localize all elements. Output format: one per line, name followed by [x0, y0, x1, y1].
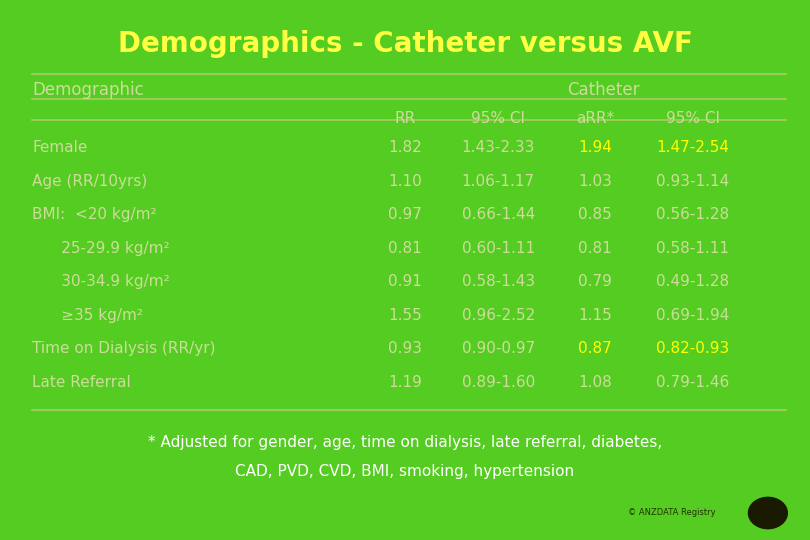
Text: 0.56-1.28: 0.56-1.28 — [656, 207, 729, 222]
Text: 0.85: 0.85 — [578, 207, 612, 222]
Text: 0.69-1.94: 0.69-1.94 — [656, 308, 729, 323]
Text: Late Referral: Late Referral — [32, 375, 131, 390]
Text: 0.97: 0.97 — [388, 207, 422, 222]
Text: 30-34.9 kg/m²: 30-34.9 kg/m² — [32, 274, 170, 289]
Text: 1.94: 1.94 — [578, 140, 612, 156]
Text: 0.60-1.11: 0.60-1.11 — [462, 241, 535, 256]
Text: © ANZDATA Registry: © ANZDATA Registry — [628, 508, 715, 517]
Text: CAD, PVD, CVD, BMI, smoking, hypertension: CAD, PVD, CVD, BMI, smoking, hypertensio… — [236, 464, 574, 480]
Text: 1.15: 1.15 — [578, 308, 612, 323]
Text: 0.49-1.28: 0.49-1.28 — [656, 274, 729, 289]
Text: 1.55: 1.55 — [388, 308, 422, 323]
Text: 0.93: 0.93 — [388, 341, 422, 356]
Text: * Adjusted for gender, age, time on dialysis, late referral, diabetes,: * Adjusted for gender, age, time on dial… — [148, 435, 662, 450]
Text: 0.79-1.46: 0.79-1.46 — [656, 375, 729, 390]
Ellipse shape — [748, 497, 787, 529]
Text: 0.87: 0.87 — [578, 341, 612, 356]
Text: 0.58-1.11: 0.58-1.11 — [656, 241, 729, 256]
Text: 25-29.9 kg/m²: 25-29.9 kg/m² — [32, 241, 170, 256]
Text: 1.03: 1.03 — [578, 174, 612, 189]
Text: 1.08: 1.08 — [578, 375, 612, 390]
Text: BMI:  <20 kg/m²: BMI: <20 kg/m² — [32, 207, 157, 222]
Text: 0.66-1.44: 0.66-1.44 — [462, 207, 535, 222]
Text: 0.90-0.97: 0.90-0.97 — [462, 341, 535, 356]
Text: RR: RR — [394, 111, 416, 126]
Text: aRR*: aRR* — [576, 111, 615, 126]
Text: Demographics - Catheter versus AVF: Demographics - Catheter versus AVF — [117, 30, 693, 58]
Text: 1.19: 1.19 — [388, 375, 422, 390]
Text: 0.89-1.60: 0.89-1.60 — [462, 375, 535, 390]
Text: ≥35 kg/m²: ≥35 kg/m² — [32, 308, 143, 323]
Text: 0.91: 0.91 — [388, 274, 422, 289]
Text: Age (RR/10yrs): Age (RR/10yrs) — [32, 174, 147, 189]
Text: 0.81: 0.81 — [578, 241, 612, 256]
Text: 0.96-2.52: 0.96-2.52 — [462, 308, 535, 323]
Text: 1.10: 1.10 — [388, 174, 422, 189]
Text: 0.81: 0.81 — [388, 241, 422, 256]
Text: 0.79: 0.79 — [578, 274, 612, 289]
Text: 1.82: 1.82 — [388, 140, 422, 156]
Text: 0.82-0.93: 0.82-0.93 — [656, 341, 729, 356]
Text: Time on Dialysis (RR/yr): Time on Dialysis (RR/yr) — [32, 341, 216, 356]
Text: 1.06-1.17: 1.06-1.17 — [462, 174, 535, 189]
Text: 0.58-1.43: 0.58-1.43 — [462, 274, 535, 289]
Text: 95% CI: 95% CI — [666, 111, 719, 126]
Text: 95% CI: 95% CI — [471, 111, 525, 126]
Text: Catheter: Catheter — [567, 81, 640, 99]
Text: Demographic: Demographic — [32, 81, 144, 99]
Text: 1.47-2.54: 1.47-2.54 — [656, 140, 729, 156]
Text: 0.93-1.14: 0.93-1.14 — [656, 174, 729, 189]
Text: Female: Female — [32, 140, 87, 156]
Text: 1.43-2.33: 1.43-2.33 — [462, 140, 535, 156]
